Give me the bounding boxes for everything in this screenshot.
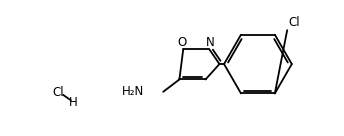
Text: H₂N: H₂N bbox=[122, 84, 144, 98]
Text: Cl: Cl bbox=[52, 86, 64, 99]
Text: H: H bbox=[69, 96, 77, 109]
Text: O: O bbox=[178, 36, 187, 49]
Text: N: N bbox=[206, 36, 215, 49]
Text: Cl: Cl bbox=[289, 16, 300, 29]
